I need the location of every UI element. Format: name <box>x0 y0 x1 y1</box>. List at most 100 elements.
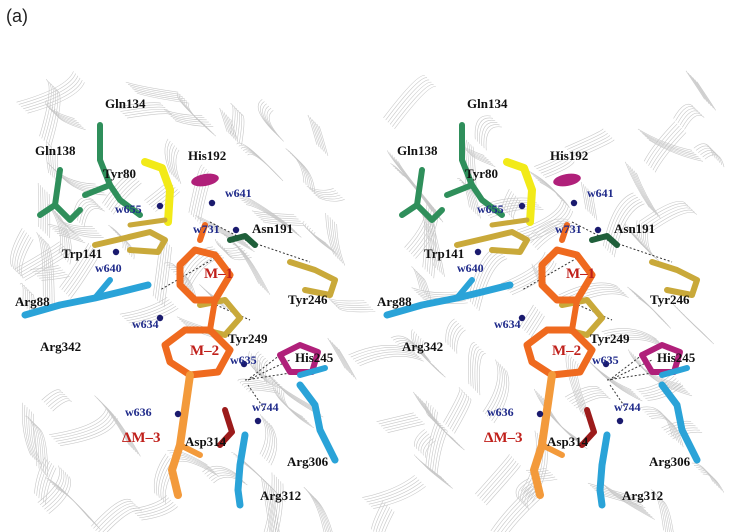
gln134-branch <box>444 182 475 198</box>
hydrogen-bond-line <box>244 239 311 263</box>
w655-label: w655 <box>115 202 142 216</box>
trp141-ring <box>489 217 530 228</box>
water-molecule <box>602 360 610 368</box>
stereo-view-right: Gln134 Gln138 His192 Tyr80 w641 w655 w731 Asn19… <box>348 70 725 532</box>
asn191-residue <box>227 233 258 248</box>
arg88-label: Arg88 <box>15 294 50 309</box>
asn191-residue <box>589 233 620 248</box>
m2-ring <box>523 326 596 379</box>
water-molecule <box>518 314 526 322</box>
protein-surface-mesh <box>10 71 376 532</box>
water-molecule <box>536 410 544 418</box>
asp314-residue <box>579 407 597 448</box>
water-molecule <box>174 410 182 418</box>
w635-label: w635 <box>592 353 619 367</box>
his245-label: His245 <box>295 350 334 365</box>
gln134-label: Gln134 <box>105 96 146 111</box>
tyr80-residue <box>141 158 174 226</box>
water-molecule <box>474 248 482 256</box>
w655-label: w655 <box>477 202 504 216</box>
water-molecule <box>616 417 624 425</box>
tyr249-label: Tyr249 <box>228 331 268 346</box>
w634-label: w634 <box>494 317 521 331</box>
dm3-label: ΔM–3 <box>484 430 523 446</box>
asp314-label: Asp314 <box>547 434 589 449</box>
w731-label: w731 <box>193 222 220 236</box>
asn191-label: Asn191 <box>614 221 655 236</box>
gln138-label: Gln138 <box>397 143 438 158</box>
arg306-residue <box>658 381 701 464</box>
w635-label: w635 <box>230 353 257 367</box>
tyr80-label: Tyr80 <box>103 166 136 181</box>
tyr249-label: Tyr249 <box>590 331 630 346</box>
trp141-label: Trp141 <box>424 246 464 261</box>
his192-label: His192 <box>188 148 226 163</box>
m1-label: M–1 <box>204 266 233 282</box>
gln134-branch <box>82 182 113 198</box>
hydrogen-bond-line <box>247 384 266 411</box>
water-molecule <box>518 202 526 210</box>
glycosidic-bond-1 <box>569 297 580 333</box>
arg312-label: Arg312 <box>622 488 663 503</box>
w641-label: w641 <box>225 186 252 200</box>
trp141-label: Trp141 <box>62 246 102 261</box>
gln138-branch <box>37 202 58 218</box>
water-molecule <box>570 199 578 207</box>
w731-label: w731 <box>555 222 582 236</box>
hydrogen-bond-line <box>159 257 216 291</box>
arg342-label: Arg342 <box>402 339 443 354</box>
trp141-residue <box>454 229 530 255</box>
m1-substituent <box>197 222 208 243</box>
water-molecule <box>208 199 216 207</box>
asp314-label: Asp314 <box>185 434 227 449</box>
tyr246-residue <box>287 259 338 298</box>
tyr246-label: Tyr246 <box>650 292 690 307</box>
w640-label: w640 <box>95 261 122 275</box>
glycosidic-bond-1 <box>207 297 218 333</box>
dm3-branch <box>177 442 203 458</box>
his192-label: His192 <box>550 148 588 163</box>
panel-label: (a) <box>6 6 28 26</box>
arg306-branch <box>659 365 690 378</box>
water-molecule <box>112 248 120 256</box>
m2-ring <box>161 326 234 379</box>
m2-label: M–2 <box>190 343 219 359</box>
dm3-label: ΔM–3 <box>122 430 161 446</box>
m1-substituent <box>559 222 570 243</box>
his192-residue <box>553 173 581 187</box>
hydrogen-bond-line <box>606 369 673 381</box>
tyr246-label: Tyr246 <box>288 292 328 307</box>
gln138-residue <box>414 167 445 223</box>
w744-label: w744 <box>614 400 641 414</box>
his245-residue <box>639 342 683 375</box>
w641-label: w641 <box>587 186 614 200</box>
m2-label: M–2 <box>552 343 581 359</box>
hydrogen-bond-line <box>521 257 578 291</box>
water-molecule <box>156 202 164 210</box>
w636-label: w636 <box>125 405 152 419</box>
arg88-branch <box>454 277 475 301</box>
his245-residue <box>277 342 321 375</box>
arg306-label: Arg306 <box>287 454 329 469</box>
w744-label: w744 <box>252 400 279 414</box>
arg88-branch <box>92 277 113 301</box>
w634-label: w634 <box>132 317 159 331</box>
dm3-branch <box>539 442 565 458</box>
water-molecule <box>156 314 164 322</box>
water-molecule <box>594 226 602 234</box>
his245-label: His245 <box>657 350 696 365</box>
hydrogen-bond-line <box>606 239 673 263</box>
asp314-residue <box>217 407 235 448</box>
arg312-residue <box>234 431 249 509</box>
water-molecule <box>254 417 262 425</box>
w640-label: w640 <box>457 261 484 275</box>
arg306-label: Arg306 <box>649 454 691 469</box>
m1-ring <box>538 246 596 304</box>
water-molecule <box>240 360 248 368</box>
tyr246-residue <box>649 259 700 298</box>
gln138-branch <box>399 202 420 218</box>
m1-ring <box>176 246 234 304</box>
asn191-label: Asn191 <box>252 221 293 236</box>
gln138-label: Gln138 <box>35 143 76 158</box>
